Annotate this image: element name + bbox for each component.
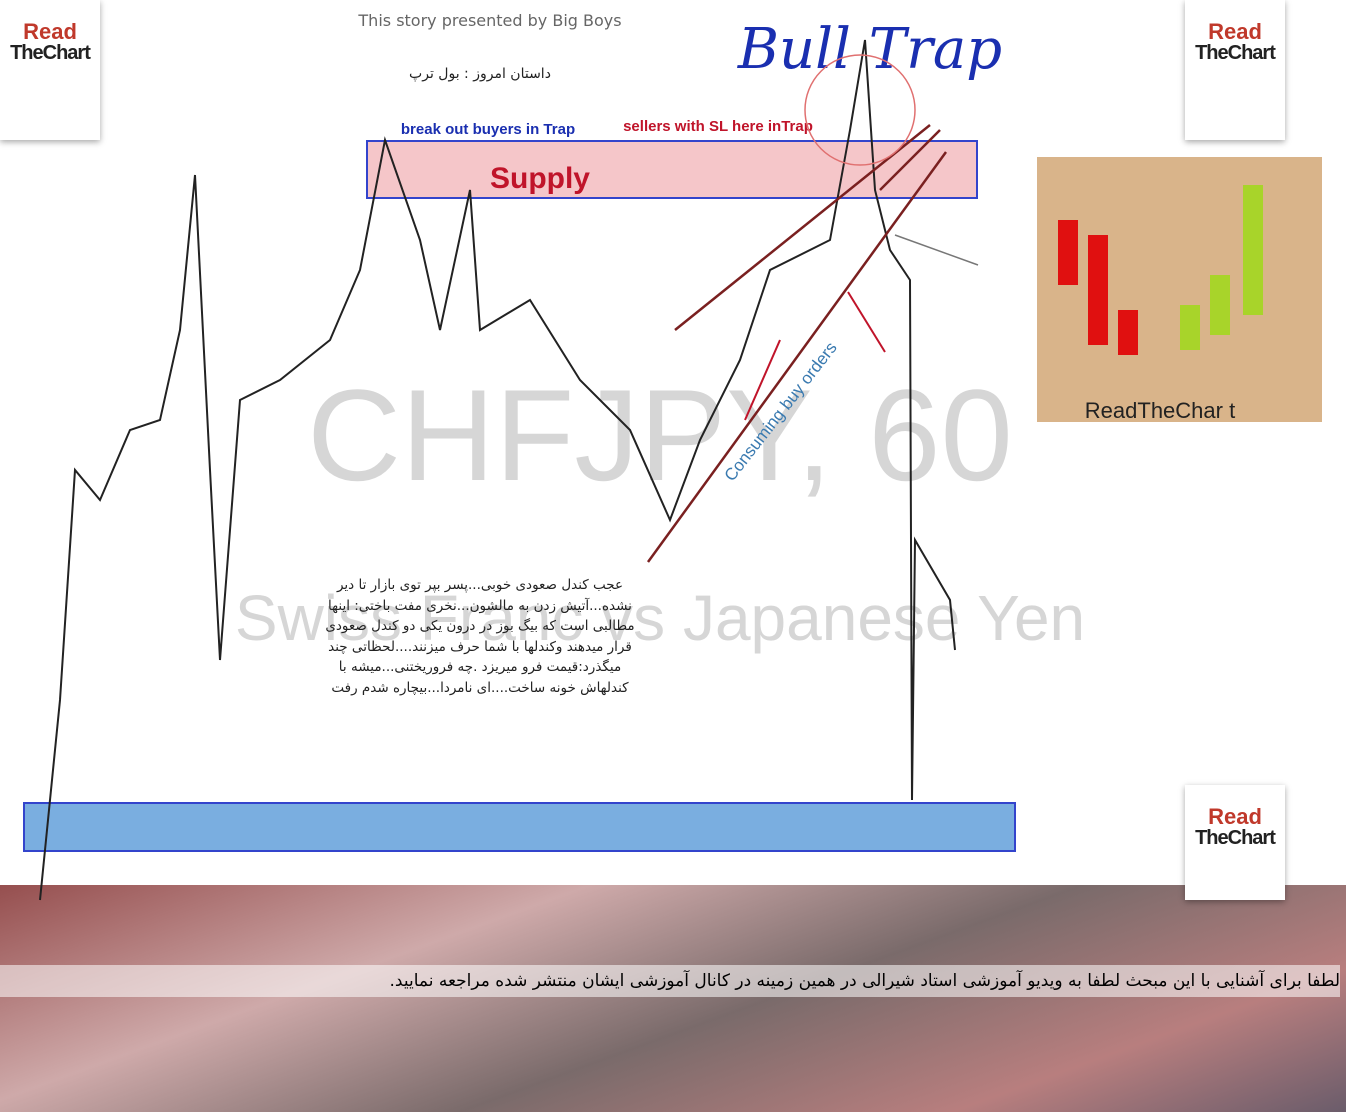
logo-chart: TheChart <box>1185 827 1285 850</box>
annotation: sellers with SL here inTrap <box>623 118 813 135</box>
zone-label: Supply <box>490 162 590 195</box>
logo-read: Read <box>1185 807 1285 827</box>
story-credit: This story presented by Big Boys <box>357 11 621 30</box>
logo-chart: TheChart <box>1185 42 1285 65</box>
brand-image <box>1037 157 1322 422</box>
chart-image: This story presented by Big Boys داستان … <box>0 0 1346 1112</box>
headline: Bull Trap <box>737 17 1002 82</box>
demand-zone <box>24 803 1015 851</box>
story-line: کندلهاش خونه ساخت....ای نامردا...بیچاره … <box>300 678 660 699</box>
logo-read: Read <box>1185 22 1285 42</box>
annotation: break out buyers in Trap <box>401 121 575 138</box>
story-line: قرار میدهند وکندلها با شما حرف میزنند...… <box>300 637 660 658</box>
logo-read: Read <box>0 22 100 42</box>
story-title: داستان امروز : بول ترپ <box>409 66 551 82</box>
arrow <box>848 292 885 352</box>
page: This story presented by Big Boys داستان … <box>0 0 1346 1112</box>
story-line: مطالبی است که بیگ بوز در درون یکی دو کند… <box>300 616 660 637</box>
story-text: عجب کندل صعودی خوبی...پسر بپر توی بازار … <box>300 575 660 698</box>
logo-chart: TheChart <box>0 42 100 65</box>
supply-zone <box>367 141 977 198</box>
story-line: نشده...آتیش زدن به مالشون...نخری مفت باخ… <box>300 596 660 617</box>
footer-text: لطفا برای آشنایی با این مبحث لطفا به وید… <box>0 965 1340 997</box>
story-line: عجب کندل صعودی خوبی...پسر بپر توی بازار … <box>300 575 660 596</box>
watermark-symbol: CHFJPY, 60 <box>307 362 1013 508</box>
brand-label: ReadTheChar t <box>1085 398 1235 423</box>
trend-line <box>895 235 978 265</box>
story-line: میگذرد:قیمت فرو میریزد .چه فروریختنی...م… <box>300 657 660 678</box>
